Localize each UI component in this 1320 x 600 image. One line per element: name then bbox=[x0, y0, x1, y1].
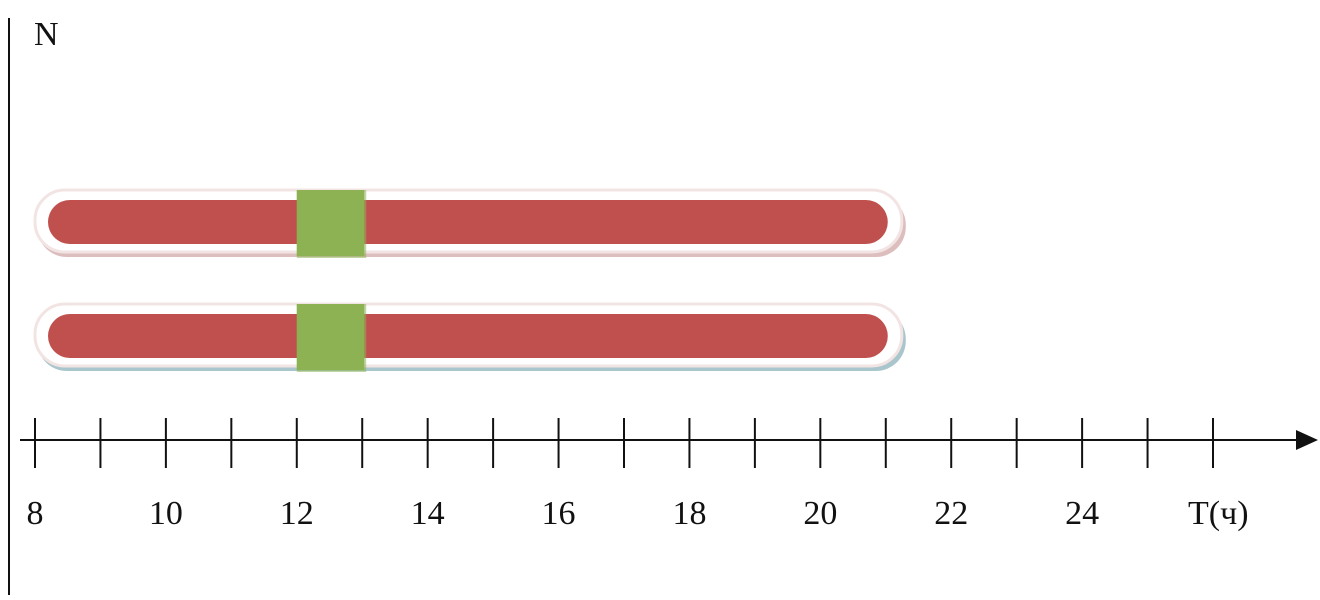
x-axis-ticks: 8 10 12 14 16 18 20 22 24 bbox=[27, 418, 1214, 532]
x-axis-label: T(ч) bbox=[1188, 495, 1249, 532]
x-tick-label-24: 24 bbox=[1065, 495, 1099, 532]
x-tick-label-22: 22 bbox=[934, 495, 968, 532]
break-block bbox=[296, 190, 365, 256]
work-period-bar bbox=[48, 314, 888, 358]
timeline-bars bbox=[33, 188, 906, 372]
x-tick-label-8: 8 bbox=[27, 495, 44, 532]
x-tick-label-14: 14 bbox=[411, 495, 445, 532]
x-tick-label-18: 18 bbox=[672, 495, 706, 532]
axes: N T(ч) bbox=[8, 16, 1318, 595]
x-tick-label-20: 20 bbox=[803, 495, 837, 532]
work-period-bar bbox=[48, 200, 888, 244]
x-tick-label-16: 16 bbox=[542, 495, 576, 532]
x-axis-arrowhead bbox=[1296, 430, 1318, 450]
x-tick-label-12: 12 bbox=[280, 495, 314, 532]
timeline-2 bbox=[33, 302, 906, 372]
x-tick-label-10: 10 bbox=[149, 495, 183, 532]
y-axis-label: N bbox=[34, 16, 59, 53]
timeline-1 bbox=[33, 188, 906, 258]
break-block bbox=[296, 304, 365, 370]
